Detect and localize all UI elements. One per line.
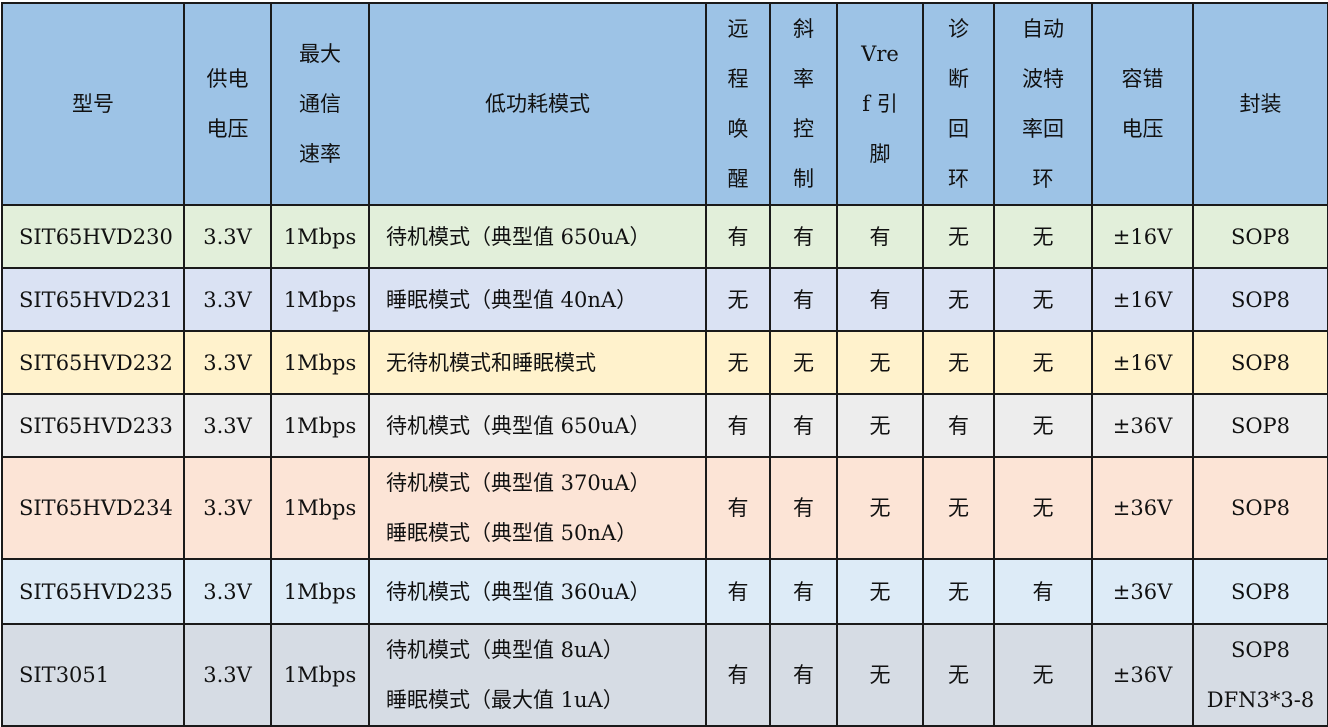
table-row: SIT65HVD233 3.3V 1Mbps 待机模式（典型值 650uA）有有无有无… (1, 393, 1328, 458)
cell-vref-pin: 无 (836, 330, 924, 395)
cell-package: SOP8 (1192, 393, 1328, 458)
cell-low-power-mode: 无待机模式和睡眠模式 (368, 330, 707, 395)
cell-remote-wakeup: 无 (705, 267, 771, 332)
cell-supply-voltage: 3.3V (183, 267, 272, 332)
cell-supply-voltage: 3.3V (183, 623, 272, 727)
cell-supply-voltage: 3.3V (183, 330, 272, 395)
cell-max-rate: 1Mbps (270, 558, 370, 625)
cell-model: SIT65HVD232 (1, 330, 185, 395)
cell-fault-voltage: ±16V (1091, 267, 1194, 332)
cell-diag-loopback: 无 (922, 267, 995, 332)
cell-auto-baud-loopback: 无 (993, 456, 1093, 560)
cell-fault-voltage: ±36V (1091, 623, 1194, 727)
cell-fault-voltage: ±36V (1091, 393, 1194, 458)
cell-model: SIT65HVD230 (1, 204, 185, 269)
table-row: SIT65HVD230 3.3V 1Mbps 待机模式（典型值 650uA）有有有无无… (1, 204, 1328, 269)
header-low-power-mode: 低功耗模式 (368, 2, 707, 206)
cell-vref-pin: 无 (836, 393, 924, 458)
header-model: 型号 (1, 2, 185, 206)
cell-model: SIT65HVD231 (1, 267, 185, 332)
cell-low-power-mode: 待机模式（典型值 360uA） (368, 558, 707, 625)
cell-diag-loopback: 无 (922, 204, 995, 269)
cell-vref-pin: 有 (836, 204, 924, 269)
cell-vref-pin: 无 (836, 623, 924, 727)
cell-diag-loopback: 无 (922, 558, 995, 625)
cell-package: SOP8 DFN3*3-8 (1192, 623, 1328, 727)
cell-slope-control: 有 (769, 558, 838, 625)
cell-auto-baud-loopback: 无 (993, 623, 1093, 727)
cell-slope-control: 有 (769, 623, 838, 727)
cell-remote-wakeup: 有 (705, 204, 771, 269)
cell-max-rate: 1Mbps (270, 623, 370, 727)
cell-supply-voltage: 3.3V (183, 558, 272, 625)
cell-low-power-mode: 待机模式（典型值 650uA） (368, 204, 707, 269)
cell-low-power-mode: 待机模式（典型值 8uA） 睡眠模式（最大值 1uA） (368, 623, 707, 727)
cell-remote-wakeup: 有 (705, 623, 771, 727)
header-row: 型号 供电 电压 最大 通信 速率 低功耗模式远 程 唤 醒斜 率 控 制 Vre f … (1, 2, 1328, 206)
header-auto-baud-loopback: 自动 波特 率回 环 (993, 2, 1093, 206)
cell-vref-pin: 无 (836, 456, 924, 560)
table-row: SIT3051 3.3V 1Mbps 待机模式（典型值 8uA） 睡眠模式（最大值 1… (1, 623, 1328, 727)
header-supply-voltage: 供电 电压 (183, 2, 272, 206)
table-row: SIT65HVD234 3.3V 1Mbps 待机模式（典型值 370uA） 睡眠模式… (1, 456, 1328, 560)
cell-remote-wakeup: 有 (705, 456, 771, 560)
cell-low-power-mode: 待机模式（典型值 650uA） (368, 393, 707, 458)
cell-package: SOP8 (1192, 558, 1328, 625)
header-remote-wakeup: 远 程 唤 醒 (705, 2, 771, 206)
cell-diag-loopback: 无 (922, 623, 995, 727)
cell-slope-control: 有 (769, 267, 838, 332)
header-fault-voltage: 容错 电压 (1091, 2, 1194, 206)
cell-fault-voltage: ±36V (1091, 456, 1194, 560)
cell-max-rate: 1Mbps (270, 393, 370, 458)
cell-low-power-mode: 待机模式（典型值 370uA） 睡眠模式（典型值 50nA） (368, 456, 707, 560)
cell-auto-baud-loopback: 无 (993, 204, 1093, 269)
cell-package: SOP8 (1192, 204, 1328, 269)
cell-diag-loopback: 无 (922, 330, 995, 395)
cell-diag-loopback: 有 (922, 393, 995, 458)
table-row: SIT65HVD231 3.3V 1Mbps 睡眠模式（典型值 40nA）无有有无无 ±… (1, 267, 1328, 332)
cell-auto-baud-loopback: 无 (993, 393, 1093, 458)
cell-model: SIT65HVD233 (1, 393, 185, 458)
cell-model: SIT65HVD234 (1, 456, 185, 560)
table-row: SIT65HVD235 3.3V 1Mbps 待机模式（典型值 360uA）有有无无有… (1, 558, 1328, 625)
table-row: SIT65HVD232 3.3V 1Mbps 无待机模式和睡眠模式无无无无无 ±16V S… (1, 330, 1328, 395)
header-slope-control: 斜 率 控 制 (769, 2, 838, 206)
cell-package: SOP8 (1192, 267, 1328, 332)
cell-slope-control: 有 (769, 456, 838, 560)
cell-supply-voltage: 3.3V (183, 393, 272, 458)
cell-model: SIT3051 (1, 623, 185, 727)
cell-remote-wakeup: 有 (705, 558, 771, 625)
header-vref-pin: Vre f 引 脚 (836, 2, 924, 206)
cell-remote-wakeup: 有 (705, 393, 771, 458)
cell-max-rate: 1Mbps (270, 330, 370, 395)
header-max-rate: 最大 通信 速率 (270, 2, 370, 206)
cell-remote-wakeup: 无 (705, 330, 771, 395)
cell-fault-voltage: ±16V (1091, 330, 1194, 395)
cell-package: SOP8 (1192, 456, 1328, 560)
cell-fault-voltage: ±16V (1091, 204, 1194, 269)
cell-low-power-mode: 睡眠模式（典型值 40nA） (368, 267, 707, 332)
cell-slope-control: 有 (769, 393, 838, 458)
cell-supply-voltage: 3.3V (183, 456, 272, 560)
cell-auto-baud-loopback: 无 (993, 267, 1093, 332)
cell-vref-pin: 无 (836, 558, 924, 625)
cell-supply-voltage: 3.3V (183, 204, 272, 269)
cell-max-rate: 1Mbps (270, 267, 370, 332)
cell-slope-control: 有 (769, 204, 838, 269)
cell-max-rate: 1Mbps (270, 456, 370, 560)
header-package: 封装 (1192, 2, 1328, 206)
cell-model: SIT65HVD235 (1, 558, 185, 625)
cell-fault-voltage: ±36V (1091, 558, 1194, 625)
cell-slope-control: 无 (769, 330, 838, 395)
cell-diag-loopback: 无 (922, 456, 995, 560)
header-diag-loopback: 诊 断 回 环 (922, 2, 995, 206)
cell-auto-baud-loopback: 有 (993, 558, 1093, 625)
cell-vref-pin: 有 (836, 267, 924, 332)
cell-auto-baud-loopback: 无 (993, 330, 1093, 395)
cell-max-rate: 1Mbps (270, 204, 370, 269)
cell-package: SOP8 (1192, 330, 1328, 395)
